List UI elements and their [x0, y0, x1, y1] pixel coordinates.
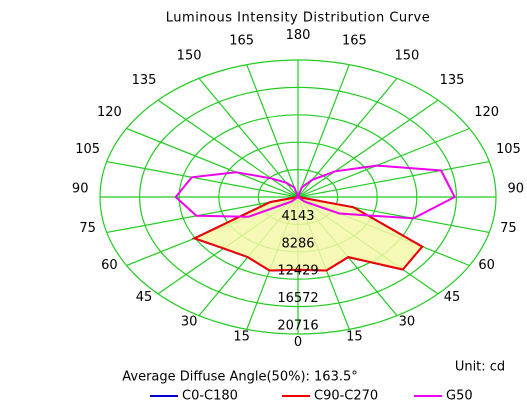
angle-label: 60 — [101, 258, 118, 273]
grid-spoke — [297, 99, 439, 198]
r-tick-label: 4143 — [281, 209, 314, 224]
angle-label: 105 — [75, 142, 100, 157]
legend-label: G50 — [446, 389, 473, 404]
angle-label: 75 — [79, 221, 96, 236]
unit-note: Unit: cd — [455, 360, 505, 375]
r-tick-label: 8286 — [281, 236, 314, 251]
grid-spoke — [297, 64, 350, 198]
angle-label: 15 — [233, 330, 250, 345]
angle-label: 75 — [500, 221, 517, 236]
grid-spoke — [297, 77, 398, 198]
legend-label: C0-C180 — [182, 389, 238, 404]
angle-label: 120 — [97, 105, 122, 120]
curve — [174, 164, 457, 220]
angle-label: 0 — [294, 335, 302, 350]
grid-spoke — [157, 99, 299, 198]
angle-label: 135 — [132, 73, 157, 88]
grid-spoke — [297, 160, 490, 198]
r-tick-label: 16572 — [277, 291, 318, 306]
angle-label: 135 — [440, 73, 465, 88]
angle-label: 150 — [177, 49, 202, 64]
r-tick-label: 20716 — [277, 319, 318, 334]
grid-spoke — [106, 160, 299, 198]
average-angle-note: Average Diffuse Angle(50%): 163.5° — [122, 370, 358, 385]
grid-spoke — [126, 127, 299, 198]
angle-label: 45 — [444, 290, 461, 305]
angle-label: 105 — [496, 142, 521, 157]
grid-spoke — [106, 196, 299, 234]
angle-label: 180 — [286, 28, 311, 43]
angle-label: 90 — [72, 182, 89, 197]
grid-spoke — [198, 77, 299, 198]
angle-label: 165 — [342, 33, 367, 48]
grid-spoke — [246, 64, 299, 198]
angle-label: 30 — [181, 314, 198, 329]
angle-label: 60 — [478, 258, 495, 273]
angle-label: 150 — [394, 49, 419, 64]
angle-label: 15 — [346, 330, 363, 345]
grid-spoke — [297, 127, 470, 198]
angle-label: 45 — [136, 290, 153, 305]
chart-title: Luminous Intensity Distribution Curve — [166, 11, 430, 26]
legend-label: C90-C270 — [314, 389, 378, 404]
angle-label: 120 — [474, 105, 499, 120]
angle-label: 30 — [399, 314, 416, 329]
angle-label: 90 — [508, 182, 525, 197]
r-tick-label: 12429 — [277, 264, 318, 279]
angle-label: 165 — [229, 33, 254, 48]
